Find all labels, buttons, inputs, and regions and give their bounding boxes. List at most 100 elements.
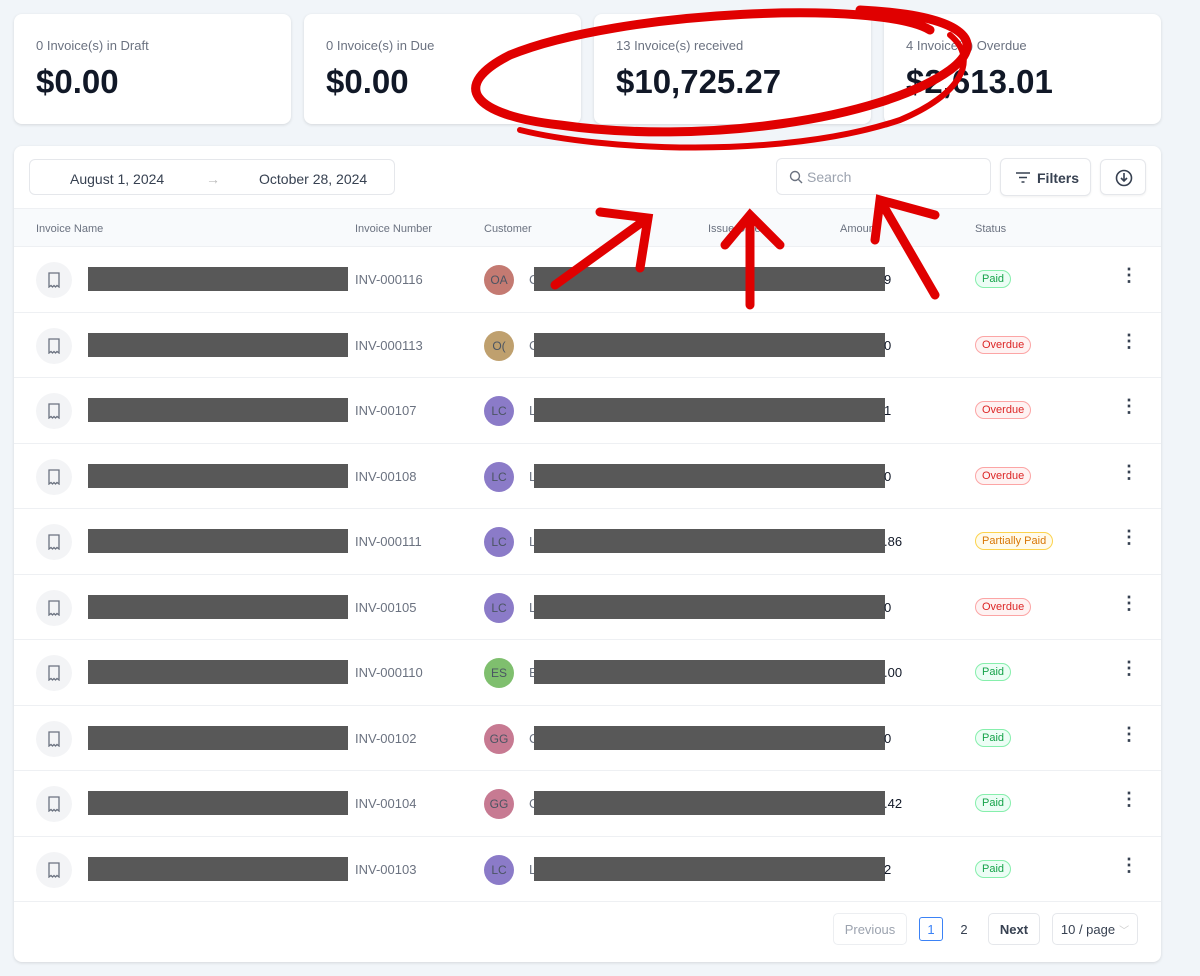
amount-fragment: 1 (884, 403, 892, 418)
status-badge: Paid (975, 859, 1012, 878)
card-value: $10,725.27 (616, 63, 782, 100)
more-actions-icon[interactable]: ⋮ (1120, 461, 1138, 482)
status-badge: Overdue (975, 401, 1032, 419)
col-invoice-number[interactable]: Invoice Number (355, 223, 433, 235)
table-row[interactable]: INV-00104 GG C .42 Paid ⋮ (14, 771, 1161, 837)
amount-fragment: 9 (884, 272, 892, 287)
customer-avatar: O( (484, 330, 514, 361)
date-from[interactable]: August 1, 2024 (70, 171, 165, 187)
redacted-invoice-name (88, 332, 348, 357)
card-label: 13 Invoice(s) received (616, 38, 744, 53)
more-actions-icon[interactable]: ⋮ (1120, 527, 1138, 547)
col-status[interactable]: Status (975, 223, 1007, 235)
date-range-picker[interactable]: August 1, 2024 → October 28, 2024 (29, 159, 395, 195)
redacted-invoice-name (88, 856, 348, 881)
table-row[interactable]: INV-000111 LC L .86 Partially Paid ⋮ (14, 509, 1161, 575)
redacted-customer-details (534, 791, 885, 815)
invoice-number: INV-00107 (355, 403, 417, 418)
customer-avatar: OA (484, 265, 514, 295)
draft-summary-card: 0 Invoice(s) in Draft $0.00 (14, 14, 291, 124)
amount-fragment: .86 (884, 534, 903, 549)
receipt-icon (36, 458, 72, 495)
chevron-down-icon: ﹀ (1119, 925, 1130, 937)
table-row[interactable]: INV-00107 LC L 1 Overdue ⋮ (14, 378, 1161, 444)
table-row[interactable]: INV-00105 LC L 0 Overdue ⋮ (14, 575, 1161, 640)
filters-label: Filters (1037, 170, 1080, 186)
status-badge: Paid (975, 270, 1012, 288)
more-actions-icon[interactable]: ⋮ (1120, 265, 1138, 285)
invoice-number: INV-000113 (355, 337, 423, 353)
date-to[interactable]: October 28, 2024 (259, 171, 368, 187)
overdue-summary-card: 4 Invoice(s) Overdue $2,613.01 (884, 14, 1161, 124)
filters-button[interactable]: Filters (1000, 158, 1091, 196)
customer-avatar: LC (484, 592, 514, 623)
filter-icon (1016, 172, 1030, 183)
redacted-invoice-name (88, 725, 348, 750)
invoice-number: INV-00103 (355, 861, 417, 877)
page-size-select[interactable]: 10 / page ﹀ (1052, 913, 1138, 945)
customer-avatar: ES (484, 658, 514, 688)
redacted-invoice-name (88, 660, 348, 684)
status-badge: Overdue (975, 597, 1032, 616)
redacted-customer-details (534, 594, 885, 619)
col-invoice-name[interactable]: Invoice Name (36, 223, 104, 235)
amount-fragment: 0 (884, 468, 892, 484)
invoice-table-panel: August 1, 2024 → October 28, 2024 Search… (14, 146, 1161, 962)
status-badge: Paid (975, 728, 1012, 747)
more-actions-icon[interactable]: ⋮ (1120, 396, 1138, 416)
receipt-icon (36, 720, 72, 757)
redacted-customer-details (534, 332, 885, 357)
col-amount[interactable]: Amount (840, 223, 878, 235)
amount-fragment: .42 (884, 796, 903, 811)
redacted-customer-details (534, 398, 885, 422)
table-header: Invoice Name Invoice Number Customer Iss… (14, 208, 1161, 247)
customer-name-fragment: E (529, 665, 538, 680)
receipt-icon (36, 851, 72, 888)
invoice-number: INV-00104 (355, 796, 417, 811)
search-input[interactable]: Search (776, 158, 991, 195)
more-actions-icon[interactable]: ⋮ (1120, 854, 1138, 875)
amount-fragment: .00 (884, 665, 903, 680)
more-actions-icon[interactable]: ⋮ (1120, 723, 1138, 744)
status-badge: Overdue (975, 335, 1032, 354)
receipt-icon (36, 655, 72, 691)
card-label: 0 Invoice(s) in Due (326, 38, 435, 53)
table-row[interactable]: INV-00108 LC L 0 Overdue ⋮ (14, 444, 1161, 509)
col-customer[interactable]: Customer (484, 223, 532, 235)
table-row[interactable]: INV-00103 LC L 2 Paid ⋮ (14, 837, 1161, 902)
customer-name-fragment: C (529, 272, 538, 287)
amount-fragment: 0 (884, 599, 892, 615)
invoice-number: INV-000111 (355, 534, 422, 549)
col-issue-date[interactable]: Issue Date (708, 223, 761, 235)
table-row[interactable]: INV-000116 OA C 9 Paid ⋮ (14, 247, 1161, 313)
more-actions-icon[interactable]: ⋮ (1120, 658, 1138, 678)
page-size-value: 10 / page (1060, 921, 1116, 937)
customer-avatar: LC (484, 854, 514, 885)
redacted-customer-details (534, 529, 885, 553)
customer-name-fragment: C (529, 731, 538, 746)
redacted-customer-details (534, 463, 885, 488)
receipt-icon (36, 786, 72, 822)
page-2[interactable]: 2 (960, 921, 968, 937)
invoice-number: INV-00102 (355, 730, 417, 746)
table-row[interactable]: INV-000113 O( C 0 Overdue ⋮ (14, 313, 1161, 378)
card-value: $2,613.01 (906, 63, 1053, 100)
next-button[interactable]: Next (988, 913, 1040, 945)
more-actions-icon[interactable]: ⋮ (1120, 789, 1138, 809)
arrow-right-icon: → (206, 171, 220, 187)
invoice-number: INV-00105 (355, 599, 417, 615)
due-summary-card: 0 Invoice(s) in Due $0.00 (304, 14, 581, 124)
amount-fragment: 0 (884, 730, 892, 746)
previous-button[interactable]: Previous (833, 913, 907, 945)
more-actions-icon[interactable]: ⋮ (1120, 330, 1138, 351)
download-button[interactable] (1100, 159, 1146, 195)
customer-name-fragment: L (529, 861, 537, 877)
table-row[interactable]: INV-000110 ES E .00 Paid ⋮ (14, 640, 1161, 706)
more-actions-icon[interactable]: ⋮ (1120, 592, 1138, 613)
table-row[interactable]: INV-00102 GG C 0 Paid ⋮ (14, 706, 1161, 771)
customer-avatar: GG (484, 723, 514, 754)
page-1[interactable]: 1 (919, 917, 943, 941)
card-label: 4 Invoice(s) Overdue (906, 38, 1027, 53)
redacted-invoice-name (88, 529, 348, 553)
receipt-icon (36, 327, 72, 364)
